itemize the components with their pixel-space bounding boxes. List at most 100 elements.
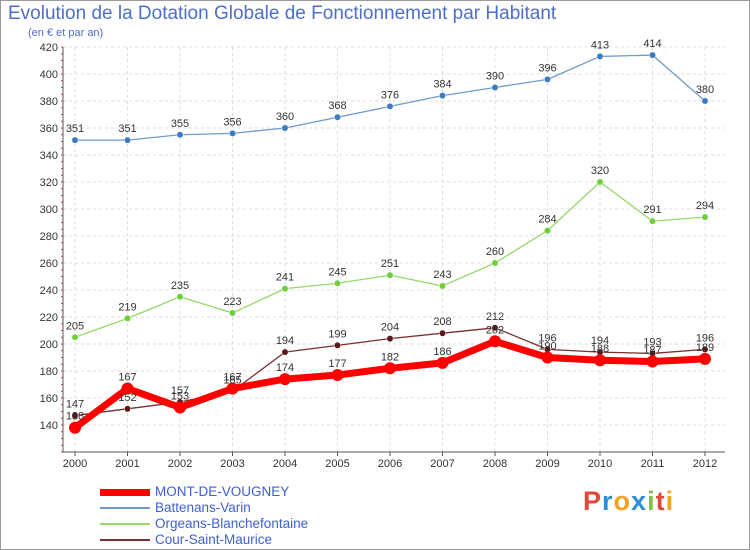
data-label-battenans-varin: 356 bbox=[223, 116, 241, 128]
data-label-battenans-varin: 360 bbox=[276, 111, 294, 123]
data-label-battenans-varin: 351 bbox=[66, 123, 84, 135]
data-label-cour-saint-maurice: 196 bbox=[696, 332, 714, 344]
data-point-orgeans-blanchefontaine bbox=[281, 285, 289, 293]
data-point-mont-de-vougney bbox=[594, 354, 606, 367]
x-tick-label: 2000 bbox=[63, 458, 87, 470]
data-label-orgeans-blanchefontaine: 284 bbox=[538, 214, 556, 226]
legend-label-cour-saint-maurice: Cour-Saint-Maurice bbox=[155, 532, 273, 547]
data-label-battenans-varin: 380 bbox=[696, 84, 714, 96]
data-point-mont-de-vougney bbox=[69, 421, 81, 434]
data-point-mont-de-vougney bbox=[121, 382, 134, 395]
data-label-layer: 351 351 355 356 360 368 376 384 390 396 413 414 380 2… bbox=[66, 38, 714, 423]
data-label-battenans-varin: 390 bbox=[486, 71, 504, 83]
data-label-mont-de-vougney: 189 bbox=[696, 342, 714, 354]
data-point-battenans-varin bbox=[701, 97, 709, 105]
data-point-cour-saint-maurice bbox=[334, 341, 341, 349]
y-tick-label: 420 bbox=[40, 42, 58, 54]
data-label-cour-saint-maurice: 194 bbox=[276, 335, 294, 347]
legend-label-orgeans-blanchefontaine: Orgeans-Blanchefontaine bbox=[155, 516, 309, 531]
data-point-battenans-varin bbox=[334, 113, 341, 121]
data-point-cour-saint-maurice bbox=[386, 335, 394, 343]
data-label-orgeans-blanchefontaine: 320 bbox=[591, 165, 609, 177]
data-point-battenans-varin bbox=[439, 92, 446, 100]
y-tick-label: 160 bbox=[40, 393, 58, 405]
plot-area bbox=[63, 47, 725, 452]
data-point-orgeans-blanchefontaine bbox=[124, 314, 131, 322]
data-label-orgeans-blanchefontaine: 223 bbox=[223, 296, 241, 308]
legend-swatch-orgeans-blanchefontaine bbox=[100, 523, 150, 525]
data-label-battenans-varin: 384 bbox=[433, 79, 451, 91]
chart-subtitle: (en € et par an) bbox=[28, 27, 104, 39]
legend-swatch-mont-de-vougney bbox=[100, 489, 150, 496]
y-tick-label: 340 bbox=[40, 150, 58, 162]
grid-layer bbox=[63, 46, 725, 452]
data-label-orgeans-blanchefontaine: 291 bbox=[643, 204, 661, 216]
data-point-cour-saint-maurice bbox=[124, 405, 131, 413]
data-label-cour-saint-maurice: 157 bbox=[171, 385, 189, 397]
data-label-mont-de-vougney: 167 bbox=[118, 372, 136, 384]
data-label-mont-de-vougney: 188 bbox=[591, 343, 609, 355]
data-point-mont-de-vougney bbox=[384, 362, 396, 375]
chart-title: Evolution de la Dotation Globale de Fonc… bbox=[8, 3, 557, 24]
x-tick-label: 2001 bbox=[115, 458, 139, 470]
proxiti-logo: Proxiti bbox=[583, 486, 674, 517]
logo-letter: o bbox=[613, 486, 632, 516]
y-tick-label: 260 bbox=[40, 258, 58, 270]
data-label-orgeans-blanchefontaine: 260 bbox=[486, 246, 504, 258]
data-label-cour-saint-maurice: 194 bbox=[591, 335, 609, 347]
data-point-mont-de-vougney bbox=[436, 356, 449, 369]
data-label-cour-saint-maurice: 152 bbox=[118, 392, 136, 404]
data-label-mont-de-vougney: 190 bbox=[538, 341, 556, 353]
data-label-cour-saint-maurice: 208 bbox=[433, 316, 451, 328]
data-point-orgeans-blanchefontaine bbox=[229, 309, 236, 317]
data-label-mont-de-vougney: 186 bbox=[433, 346, 451, 358]
data-point-orgeans-blanchefontaine bbox=[544, 227, 551, 235]
data-point-battenans-varin bbox=[176, 131, 184, 139]
data-label-mont-de-vougney: 167 bbox=[223, 372, 241, 384]
data-point-orgeans-blanchefontaine bbox=[386, 271, 394, 279]
data-label-battenans-varin: 413 bbox=[591, 39, 609, 51]
x-tick-label: 2010 bbox=[588, 458, 612, 470]
data-point-battenans-varin bbox=[649, 51, 656, 59]
y-tick-label: 140 bbox=[40, 420, 58, 432]
data-label-orgeans-blanchefontaine: 294 bbox=[696, 200, 714, 212]
y-tick-label: 280 bbox=[40, 231, 58, 243]
x-tick-label: 2009 bbox=[535, 458, 559, 470]
logo-letter: i bbox=[647, 486, 656, 516]
data-label-orgeans-blanchefontaine: 205 bbox=[66, 320, 84, 332]
data-label-orgeans-blanchefontaine: 245 bbox=[328, 266, 346, 278]
y-tick-label: 360 bbox=[40, 123, 58, 135]
y-tick-label: 180 bbox=[40, 366, 58, 378]
data-point-mont-de-vougney bbox=[331, 369, 344, 382]
legend-item-battenans-varin: Battenans-Varin bbox=[100, 500, 400, 516]
data-point-mont-de-vougney bbox=[279, 373, 291, 386]
series-layer bbox=[69, 51, 711, 434]
data-label-cour-saint-maurice: 204 bbox=[381, 322, 399, 334]
legend-item-mont-de-vougney: MONT-DE-VOUGNEY bbox=[100, 484, 400, 500]
data-label-mont-de-vougney: 177 bbox=[328, 358, 346, 370]
data-label-orgeans-blanchefontaine: 241 bbox=[276, 272, 294, 284]
data-label-battenans-varin: 355 bbox=[171, 118, 189, 130]
data-point-battenans-varin bbox=[544, 75, 551, 83]
data-label-battenans-varin: 368 bbox=[328, 100, 346, 112]
logo-letter: i bbox=[665, 486, 675, 516]
data-label-cour-saint-maurice: 147 bbox=[66, 399, 84, 411]
data-label-mont-de-vougney: 174 bbox=[276, 362, 294, 374]
data-point-orgeans-blanchefontaine bbox=[491, 259, 499, 267]
data-point-cour-saint-maurice bbox=[701, 345, 709, 353]
x-tick-label: 2007 bbox=[430, 458, 454, 470]
data-point-orgeans-blanchefontaine bbox=[71, 333, 79, 341]
data-label-mont-de-vougney: 187 bbox=[643, 345, 661, 357]
data-point-orgeans-blanchefontaine bbox=[649, 217, 656, 225]
x-tick-label: 2002 bbox=[168, 458, 192, 470]
legend-item-cour-saint-maurice: Cour-Saint-Maurice bbox=[100, 532, 400, 548]
data-point-mont-de-vougney bbox=[541, 351, 554, 364]
data-point-battenans-varin bbox=[71, 136, 79, 144]
data-label-mont-de-vougney: 202 bbox=[486, 324, 504, 336]
data-point-mont-de-vougney bbox=[699, 352, 711, 365]
x-tick-label: 2005 bbox=[325, 458, 349, 470]
data-point-battenans-varin bbox=[281, 124, 289, 132]
x-tick-label: 2008 bbox=[483, 458, 507, 470]
data-point-cour-saint-maurice bbox=[281, 348, 289, 356]
legend-item-orgeans-blanchefontaine: Orgeans-Blanchefontaine bbox=[100, 516, 400, 532]
